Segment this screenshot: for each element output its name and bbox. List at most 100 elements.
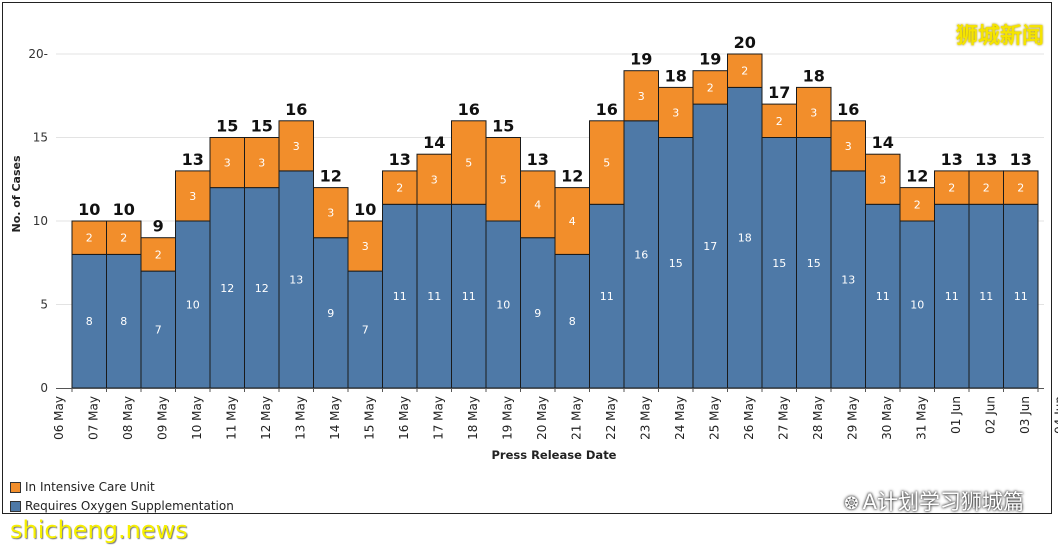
bar-oxygen xyxy=(968,203,1004,389)
bar-total-label: 13 xyxy=(527,150,549,169)
bar-icu xyxy=(830,120,866,172)
bars: 8 2 10 8 2 10 7 2 9 10 3 13 12 3 15 12 3 15 13 3 16 9 3 12 7 3 10 1… xyxy=(71,33,1039,389)
bar-oxygen xyxy=(623,120,659,389)
bar-total-label: 12 xyxy=(906,167,928,186)
bar-total-label: 10 xyxy=(113,200,135,219)
x-tick-label: 23 May xyxy=(639,396,653,440)
bar-oxygen xyxy=(796,137,832,389)
bar-label-icu: 5 xyxy=(603,157,610,170)
y-axis: 0 5 10 15 20- xyxy=(28,47,48,395)
y-tick-label: 20- xyxy=(28,47,48,61)
bar-icu xyxy=(623,70,659,122)
bar-icu xyxy=(899,187,935,222)
bar-icu xyxy=(485,137,521,222)
bar-oxygen xyxy=(865,203,901,389)
y-tick-label: 15 xyxy=(33,131,48,145)
bar-label-icu: 2 xyxy=(155,248,162,261)
bar-total-label: 18 xyxy=(803,66,825,85)
bar-oxygen xyxy=(382,203,418,389)
legend-label-oxygen: Requires Oxygen Supplementation xyxy=(25,499,234,513)
bar-label-oxygen: 8 xyxy=(120,315,127,328)
watermark-top-right: 狮城新闻 xyxy=(955,24,1044,49)
bar-label-oxygen: 15 xyxy=(807,257,821,270)
x-tick-label: 26 May xyxy=(742,396,756,440)
x-tick-label: 16 May xyxy=(397,396,411,440)
bar-total-label: 19 xyxy=(630,50,652,69)
x-tick-label: 04 Jun xyxy=(1053,396,1058,434)
x-tick-label: 17 May xyxy=(432,396,446,440)
bar-label-oxygen: 11 xyxy=(393,290,407,303)
x-tick-label: 07 May xyxy=(87,396,101,440)
bar-label-icu: 5 xyxy=(500,173,507,186)
bar-label-icu: 2 xyxy=(741,65,748,78)
watermark-bottom-left: shicheng.news xyxy=(10,516,188,544)
x-tick-label: 20 May xyxy=(535,396,549,440)
x-tick-label: 29 May xyxy=(846,396,860,440)
bar-icu xyxy=(347,220,383,272)
bar-total-label: 13 xyxy=(975,150,997,169)
bar-label-icu: 5 xyxy=(465,157,472,170)
bar-icu xyxy=(554,187,590,255)
wechat-icon: ❂ xyxy=(844,494,859,514)
bar-label-icu: 4 xyxy=(569,215,576,228)
bar-total-label: 16 xyxy=(596,100,618,119)
bar-icu xyxy=(934,170,970,205)
bar-icu xyxy=(313,187,349,239)
x-tick-label: 09 May xyxy=(156,396,170,440)
x-tick-label: 13 May xyxy=(294,396,308,440)
bar-icu xyxy=(520,170,556,239)
bar-label-icu: 2 xyxy=(86,232,93,245)
bar-icu xyxy=(209,137,245,189)
bar-oxygen xyxy=(485,220,521,389)
bar-total-label: 10 xyxy=(354,200,376,219)
bar-icu xyxy=(692,70,728,105)
bar-icu xyxy=(278,120,314,172)
bar-total-label: 13 xyxy=(941,150,963,169)
bar-oxygen xyxy=(416,203,452,389)
bar-label-icu: 4 xyxy=(534,198,541,211)
bar-label-oxygen: 8 xyxy=(569,315,576,328)
bar-label-icu: 2 xyxy=(396,182,403,195)
bar-label-oxygen: 9 xyxy=(327,307,334,320)
x-tick-label: 31 May xyxy=(915,396,929,440)
bar-total-label: 14 xyxy=(423,133,445,152)
watermark-bottom-right: ❂ A计划学习狮城篇 xyxy=(844,486,1024,516)
x-tick-label: 02 Jun xyxy=(984,396,998,434)
x-tick-label: 03 Jun xyxy=(1018,396,1032,434)
legend-swatch-oxygen xyxy=(10,500,21,512)
bar-label-oxygen: 16 xyxy=(634,248,648,261)
bar-label-oxygen: 10 xyxy=(496,299,510,312)
bar-label-icu: 2 xyxy=(914,198,921,211)
bar-total-label: 18 xyxy=(665,66,687,85)
bar-label-icu: 2 xyxy=(948,182,955,195)
bar-label-icu: 3 xyxy=(879,173,886,186)
bar-label-oxygen: 13 xyxy=(289,273,303,286)
bar-total-label: 16 xyxy=(458,100,480,119)
legend-label-icu: In Intensive Care Unit xyxy=(25,480,155,494)
x-tick-label: 15 May xyxy=(363,396,377,440)
bar-label-oxygen: 8 xyxy=(86,315,93,328)
bar-icu xyxy=(968,170,1004,205)
bar-icu xyxy=(761,103,797,138)
bar-oxygen xyxy=(106,253,142,389)
x-tick-label: 18 May xyxy=(466,396,480,440)
watermark-bottom-right-text: A计划学习狮城篇 xyxy=(862,490,1024,514)
x-tick-label: 19 May xyxy=(501,396,515,440)
bar-total-label: 10 xyxy=(78,200,100,219)
bar-label-oxygen: 11 xyxy=(462,290,476,303)
bar-total-label: 15 xyxy=(251,117,273,136)
bar-total-label: 15 xyxy=(216,117,238,136)
bar-label-oxygen: 10 xyxy=(910,299,924,312)
bar-label-icu: 3 xyxy=(362,240,369,253)
bar-label-icu: 3 xyxy=(293,140,300,153)
bar-label-oxygen: 11 xyxy=(979,290,993,303)
bar-label-icu: 2 xyxy=(1017,182,1024,195)
bar-label-icu: 3 xyxy=(258,157,265,170)
bar-icu xyxy=(71,220,107,255)
x-tick-label: 06 May xyxy=(52,396,66,440)
bar-total-label: 16 xyxy=(837,100,859,119)
bar-oxygen xyxy=(727,86,763,389)
x-tick-label: 01 Jun xyxy=(949,396,963,434)
x-axis: 06 May 07 May 08 May 09 May 10 May 11 May 12 M… xyxy=(52,388,1058,440)
